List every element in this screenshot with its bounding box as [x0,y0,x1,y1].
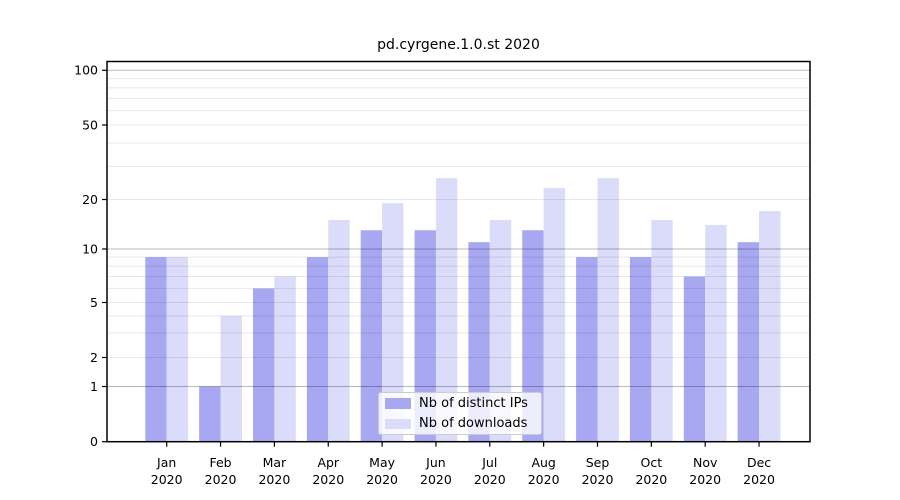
bar-distinct-ips-jan [145,257,167,442]
bar-distinct-ips-may [360,230,383,442]
y-tick-label: 100 [74,63,98,78]
bar-distinct-ips-sep [576,257,598,442]
bar-downloads-jan [166,257,189,442]
y-tick-label: 5 [90,295,98,310]
plot-border [106,60,811,443]
y-tick-label: 0 [90,434,98,449]
x-tick-label-year: 2020 [312,472,344,487]
x-tick-label-month: Oct [641,455,663,470]
x-tick-label-year: 2020 [205,472,237,487]
chart-title: pd.cyrgene.1.0.st 2020 [377,37,540,53]
bar-downloads-dec [759,211,781,442]
x-tick-label-year: 2020 [689,472,721,487]
y-tick-label: 10 [82,241,98,256]
x-tick-label-month: Jul [481,455,497,470]
bar-distinct-ips-aug [522,230,544,442]
legend-label: Nb of downloads [419,416,528,432]
bar-downloads-jun [435,178,458,442]
x-tick-label-year: 2020 [528,472,560,487]
legend-row-downloads: Nb of downloads [385,414,541,435]
x-tick-label-month: Jan [156,455,176,470]
bar-downloads-sep [597,178,619,442]
bar-distinct-ips-mar [253,288,275,442]
y-tick-label: 2 [90,350,98,365]
x-tick-label-year: 2020 [258,472,290,487]
bar-downloads-apr [328,220,350,442]
x-tick-label-month: Aug [531,455,555,470]
bar-downloads-jul [489,220,512,442]
bar-distinct-ips-dec [737,242,760,442]
x-tick-label-month: May [369,455,395,470]
x-tick-label-year: 2020 [151,472,183,487]
x-tick-label-month: Nov [693,455,718,470]
x-tick-label-year: 2020 [743,472,775,487]
x-tick-label-month: Feb [209,455,231,470]
bar-downloads-nov [705,224,727,442]
bar-distinct-ips-feb [199,386,221,442]
y-tick-label: 50 [82,117,98,132]
legend-swatch [385,398,411,409]
x-tick-label-month: Apr [317,455,339,470]
bar-distinct-ips-apr [306,257,329,442]
x-tick-label-year: 2020 [474,472,506,487]
x-tick-label-month: Dec [747,455,771,470]
x-tick-label-year: 2020 [582,472,614,487]
bar-distinct-ips-nov [683,276,706,442]
legend-box: Nb of distinct IPs Nb of downloads [378,392,542,435]
bar-downloads-aug [543,188,566,442]
bar-downloads-oct [651,220,673,442]
y-tick-label: 1 [90,379,98,394]
bar-distinct-ips-jul [468,242,490,442]
legend-swatch [385,418,411,429]
x-tick-label-month: Mar [263,455,287,470]
y-tick-label: 20 [82,192,98,207]
x-tick-label-year: 2020 [420,472,452,487]
x-tick-label-year: 2020 [366,472,398,487]
x-tick-label-year: 2020 [635,472,667,487]
bar-downloads-may [382,203,404,442]
legend-label: Nb of distinct IPs [419,395,528,411]
legend-row-distinct-ips: Nb of distinct IPs [385,393,541,414]
bar-distinct-ips-jun [414,230,436,442]
bar-downloads-mar [274,276,296,442]
x-tick-label-month: Jun [425,455,446,470]
bar-distinct-ips-oct [629,257,652,442]
x-tick-label-month: Sep [586,455,610,470]
bar-downloads-feb [220,315,242,442]
